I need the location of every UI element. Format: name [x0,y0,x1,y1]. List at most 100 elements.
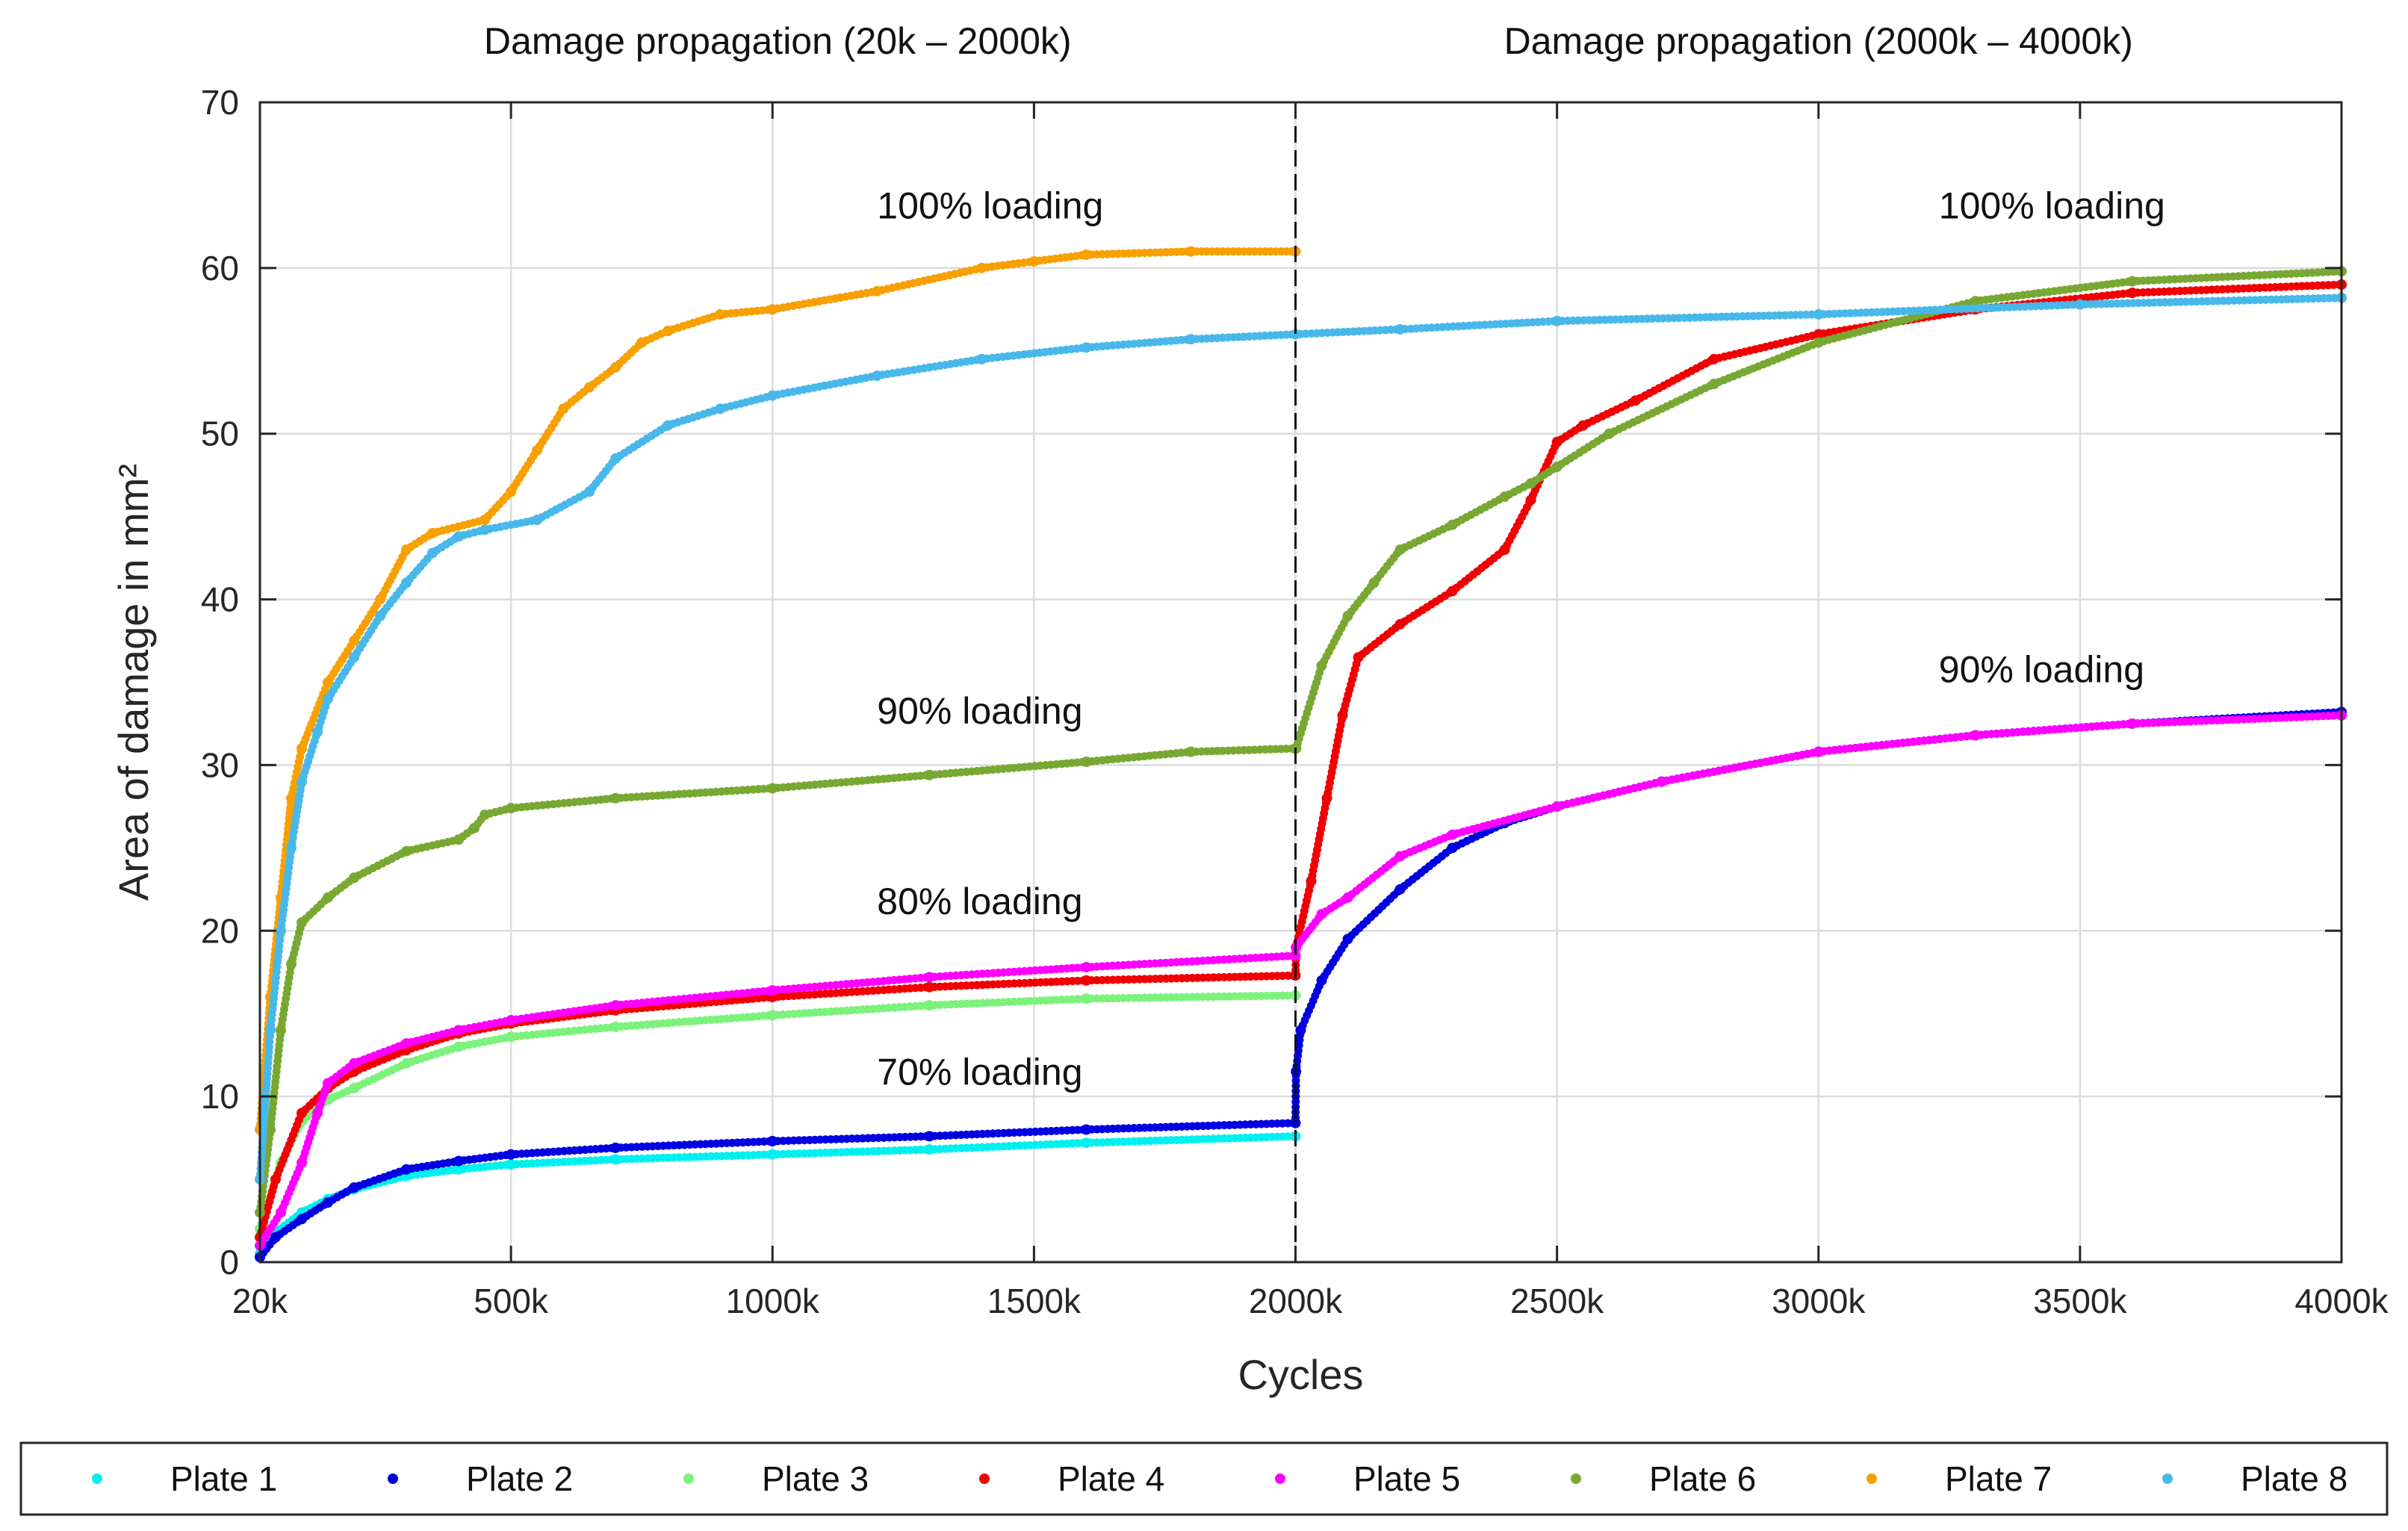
series-trace-segment [350,847,411,882]
series-trace-segment [925,757,1090,780]
series-trace-segment [1082,951,1300,972]
series-trace-segment [1344,885,1405,943]
data-point [1316,975,1327,986]
data-point [767,1149,778,1160]
panel-title-right: Damage propagation (2000k – 4000k) [1504,20,2133,62]
series-trace-segment [1029,250,1090,266]
data-point [297,743,308,754]
data-point [1447,829,1458,840]
legend-marker [92,1473,102,1484]
series-trace-segment [1082,335,1195,352]
data-point [1081,962,1092,973]
data-point [610,1021,621,1032]
data-point [286,842,297,854]
series-trace-segment [1291,877,1316,951]
series-trace-segment [276,1158,306,1217]
data-point [276,1207,287,1218]
series-trace-segment [1186,744,1300,757]
data-point [401,845,412,857]
series-trace-segment [663,310,724,335]
data-point [1813,308,1824,320]
data-point [2126,276,2138,287]
series-trace-segment [925,1138,1090,1154]
series-trace-segment [1396,843,1457,894]
legend-entry: Plate 8 [2162,1459,2348,1498]
axes-box [258,101,2343,1264]
data-point [1447,842,1458,854]
data-point [1316,909,1327,920]
legend-label: Plate 4 [1058,1459,1164,1498]
series-trace-segment [376,578,411,621]
series-trace-segment [506,1155,620,1169]
data-point [767,390,778,401]
series-trace-segment [611,993,777,1015]
series-trace-segment [1553,777,1666,811]
data-point [584,382,595,393]
series-trace-segment [1448,492,1509,530]
series-trace-segment [1082,1131,1300,1147]
x-tick-label: 1000k [726,1282,820,1320]
series-trace-segment [2076,294,2346,309]
data-point [401,544,412,556]
series-trace-segment [1448,802,1562,839]
legend-entry: Plate 6 [1571,1459,1756,1498]
series-trace-segment [1338,653,1363,720]
series-trace-segment [1297,976,1326,1034]
legend-label: Plate 3 [762,1459,869,1498]
data-point [532,444,543,456]
series-trace-segment [1631,355,1719,405]
y-tick-label: 70 [201,83,239,122]
loading-annotation: 80% loading [877,881,1082,922]
series-plate-4 [255,279,2347,1243]
series-trace-segment [1354,620,1405,662]
series-trace-segment [276,843,296,935]
data-point [323,892,334,903]
series-trace-segment [1291,661,1326,753]
series-trace-segment [454,1032,515,1052]
data-point [1306,875,1317,886]
series-trace-segment [402,835,463,856]
data-point [480,524,491,535]
data-point [1028,255,1040,267]
x-tick-label: 3500k [2033,1282,2127,1320]
data-point [1185,746,1197,757]
data-point [349,872,360,883]
data-point [1447,586,1458,597]
x-tick-label: 3000k [1772,1282,1866,1320]
data-point [286,958,297,969]
series-trace-segment [1710,330,1823,364]
series-trace-segment [768,972,934,995]
data-point [1551,801,1563,812]
y-tick-label: 30 [201,745,239,784]
data-point [506,803,517,814]
series-trace-segment [1657,748,1823,786]
legend-entry: Plate 4 [979,1459,1164,1498]
data-point [1970,296,1981,307]
data-point [297,1108,308,1119]
data-point [349,652,360,663]
data-point [1353,652,1364,663]
series-trace-segment [297,678,332,753]
x-tick-label: 2000k [1249,1282,1343,1320]
data-point [265,1124,276,1135]
data-point [1337,709,1348,721]
series-trace-segment [1501,495,1536,554]
series-trace-segment [1971,719,2137,739]
data-point [924,1000,935,1011]
data-point [286,792,297,804]
data-point [401,1038,412,1049]
series-trace-segment [1396,586,1457,629]
data-point [323,1197,334,1208]
data-point [1551,436,1563,447]
series-trace-segment [925,976,1090,992]
data-point [1604,428,1615,439]
series-trace-segment [454,1160,515,1174]
data-point [453,1155,465,1167]
y-tick-label: 20 [201,911,239,950]
data-point [924,769,935,780]
series-trace-segment [266,1025,285,1134]
series-trace-segment [297,727,322,786]
data-point [1342,610,1353,621]
legend-label: Plate 5 [1353,1459,1460,1498]
